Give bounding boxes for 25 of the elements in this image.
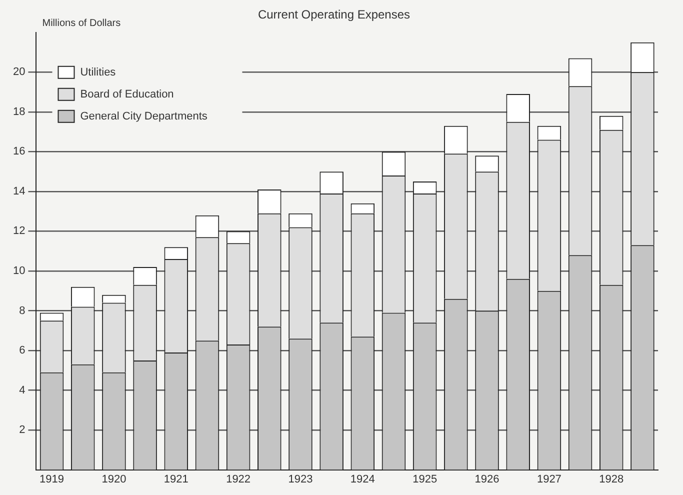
x-tick-label: 1923 (288, 473, 313, 486)
x-tick-label: 1924 (350, 473, 375, 486)
y-tick-label: 4 (19, 384, 26, 396)
legend-label: Board of Education (80, 88, 174, 100)
y-tick-label: 20 (12, 66, 26, 78)
y-tick-label: 16 (12, 146, 26, 158)
y-tick-label: 8 (19, 304, 26, 317)
legend-label: Utilities (80, 66, 116, 78)
y-tick-label: 10 (12, 265, 26, 278)
legend-label: General City Departments (80, 110, 208, 122)
y-tick-label: 12 (12, 225, 26, 238)
x-tick-label: 1919 (40, 473, 64, 486)
y-tick-label: 6 (19, 344, 26, 357)
x-tick-label: 1922 (226, 473, 251, 486)
x-tick-label: 1928 (599, 473, 624, 486)
x-tick-label: 1920 (102, 473, 126, 486)
x-tick-label: 1921 (164, 473, 188, 486)
y-tick-label: 14 (12, 185, 26, 198)
y-axis-title: Millions of Dollars (42, 18, 121, 30)
x-tick-label: 1926 (474, 473, 500, 486)
y-tick-label: 18 (12, 106, 26, 118)
x-tick-label: 1927 (536, 473, 562, 486)
y-tick-label: 2 (19, 424, 26, 436)
chart-title: Current Operating Expenses (258, 8, 410, 22)
x-tick-label: 1925 (412, 473, 438, 486)
